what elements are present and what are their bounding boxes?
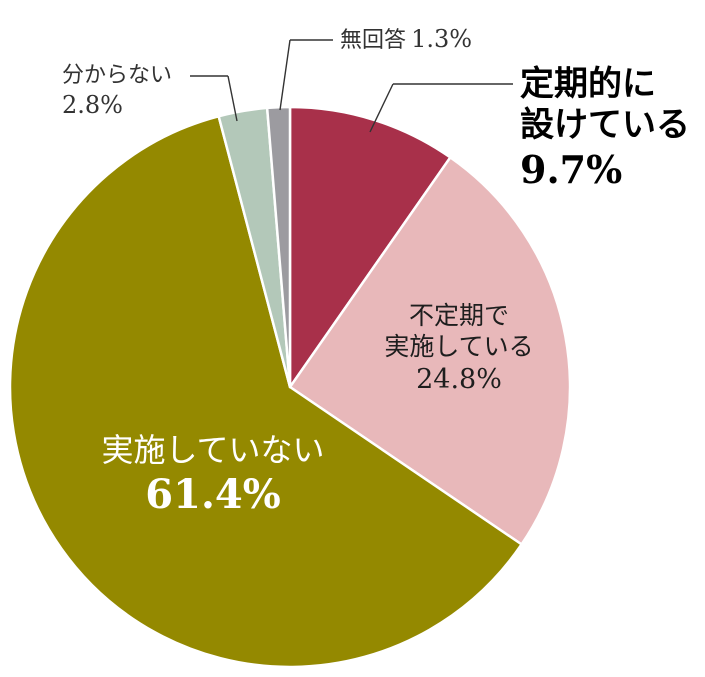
label-no-answer-value: 1.3% [411,25,473,53]
leader-line-unknown-drop [227,75,238,122]
leader-line-no-answer-drop [279,39,291,111]
slice-regular [288,105,452,389]
label-regular-value: 9.7% [520,146,623,192]
leader-line-regular [369,83,394,133]
slice-no-answer [265,105,292,389]
label-not-implemented-value: 61.4% [145,471,281,518]
label-regular-line1: 定期的に [520,64,656,104]
label-irregular-line2: 実施している [384,332,534,362]
label-unknown: 分からない 2.8% [62,62,172,120]
label-unknown-value: 2.8% [62,90,123,119]
label-not-implemented: 実施していない 61.4% [98,430,328,520]
label-no-answer: 無回答 1.3% [340,24,472,55]
label-no-answer-name: 無回答 [340,28,407,53]
label-irregular-value: 24.8% [416,363,502,395]
slice-irregular [288,156,572,546]
label-unknown-name: 分からない [62,63,173,88]
label-regular: 定期的に 設けている 9.7% [520,64,690,193]
label-regular-line2: 設けている [520,104,690,145]
label-irregular-line1: 不定期で [408,301,509,330]
label-not-implemented-name: 実施していない [101,431,325,469]
slice-not-implemented [8,114,523,669]
label-irregular: 不定期で 実施している 24.8% [374,300,544,396]
